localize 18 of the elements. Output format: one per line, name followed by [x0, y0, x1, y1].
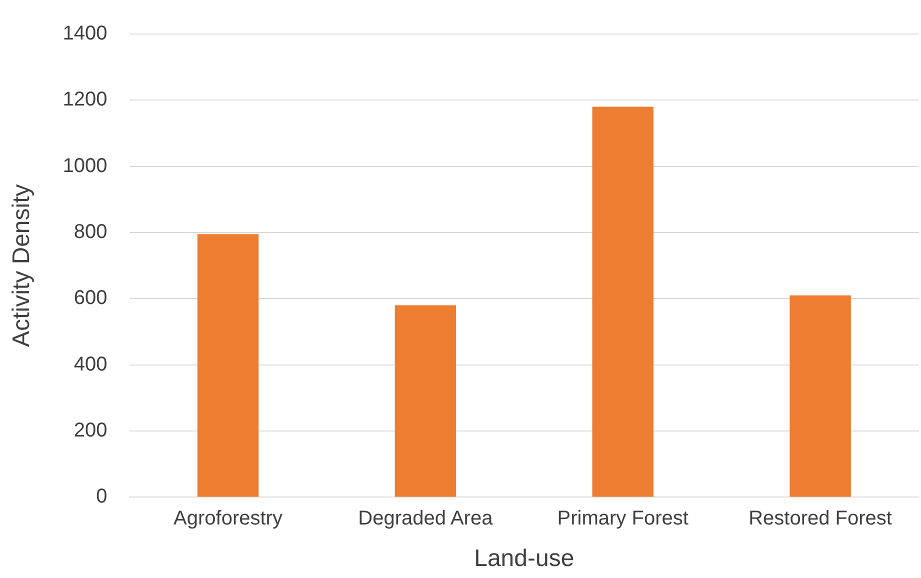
y-tick-label: 200	[74, 420, 108, 442]
bar	[197, 234, 259, 497]
y-tick-label: 800	[74, 221, 108, 244]
bar	[790, 295, 851, 497]
y-tick-label: 600	[74, 287, 108, 310]
x-axis-title: Land-use	[474, 545, 574, 572]
y-axis-title: Activity Density	[8, 184, 36, 347]
bar	[394, 305, 456, 497]
x-tick-label: Primary Forest	[557, 508, 689, 530]
x-tick-label: Restored Forest	[748, 508, 892, 530]
x-tick-label: Degraded Area	[358, 508, 494, 530]
y-tick-label: 400	[74, 353, 108, 376]
y-tick-label: 1200	[62, 88, 108, 111]
y-tick-label: 1000	[62, 154, 108, 177]
x-tick-label: Agroforestry	[174, 508, 282, 530]
y-tick-label: 0	[96, 486, 108, 508]
bar	[592, 106, 654, 497]
y-tick-label: 1400	[62, 22, 108, 45]
